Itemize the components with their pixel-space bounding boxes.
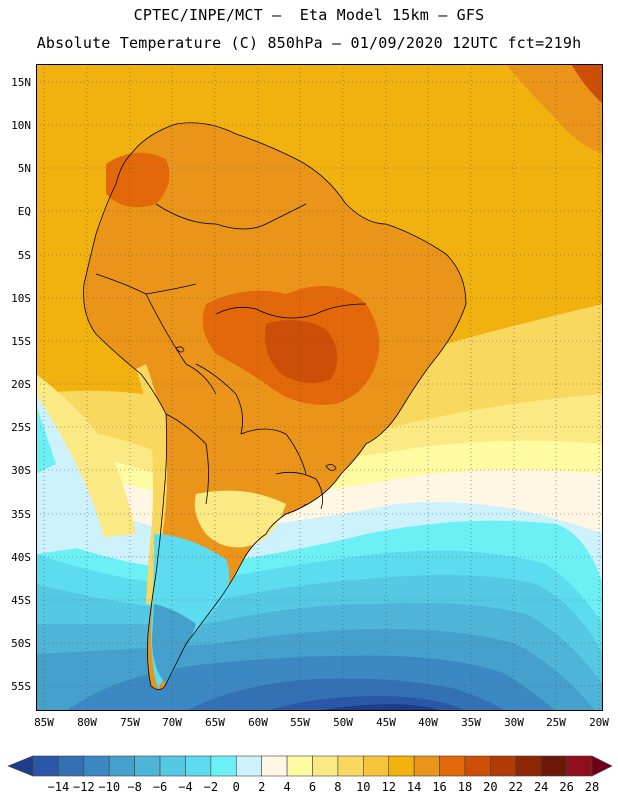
colorbar-box — [464, 755, 491, 777]
colorbar-box — [566, 755, 593, 777]
lon-label: 75W — [120, 716, 140, 729]
lat-label: 15N — [11, 76, 31, 89]
colorbar-label: −14 — [48, 780, 70, 794]
colorbar-label: 8 — [334, 780, 341, 794]
lat-label: 5S — [17, 249, 31, 262]
lat-label: 15S — [11, 335, 31, 348]
lon-label: 70W — [162, 716, 182, 729]
colorbar-box — [540, 755, 567, 777]
lat-label: 50S — [11, 637, 31, 650]
lagoa-dos-patos — [325, 464, 337, 471]
colorbar-label: 24 — [534, 780, 548, 794]
field-west-cool-3 — [36, 404, 56, 474]
colorbar-box — [235, 755, 262, 777]
colorbar-box — [286, 755, 313, 777]
lon-label: 50W — [333, 716, 353, 729]
lon-label: 35W — [461, 716, 481, 729]
colorbar-label: −12 — [73, 780, 95, 794]
colorbar-label: 0 — [233, 780, 240, 794]
colorbar-label: −2 — [204, 780, 218, 794]
field-patagonia-cool-2 — [152, 604, 196, 684]
colorbar-label: 4 — [283, 780, 290, 794]
field-ne-hot — [571, 64, 603, 104]
lat-label: 25S — [11, 421, 31, 434]
colorbar-box — [337, 755, 364, 777]
field-pampas — [194, 490, 286, 548]
lon-label: 30W — [504, 716, 524, 729]
colorbar-box — [32, 755, 59, 777]
colorbar-box — [83, 755, 110, 777]
lat-label: 45S — [11, 594, 31, 607]
lon-label: 65W — [205, 716, 225, 729]
colorbar-label: 22 — [509, 780, 523, 794]
lon-label: 55W — [290, 716, 310, 729]
colorbar: −14 −12 −10 −8 −6 −4 −2 0 2 4 6 8 10 12 14 16 18 20 22 24 26… — [7, 755, 613, 794]
colorbar-box — [210, 755, 237, 777]
field-brazil-hot-2 — [265, 320, 338, 383]
temperature-map — [36, 64, 603, 711]
gridlines — [36, 64, 603, 711]
colorbar-box — [159, 755, 186, 777]
colorbar-max-arrow — [591, 755, 613, 777]
colorbar-box — [388, 755, 415, 777]
lat-label: 5N — [17, 162, 31, 175]
lat-label: 10S — [11, 292, 31, 305]
map-border — [36, 64, 603, 711]
colorbar-box — [413, 755, 440, 777]
lat-label: 20S — [11, 378, 31, 391]
colorbar-label: 12 — [382, 780, 396, 794]
colorbar-label: 26 — [559, 780, 573, 794]
colorbar-box — [439, 755, 466, 777]
lat-label: 40S — [11, 551, 31, 564]
lat-label: 10N — [11, 119, 31, 132]
colorbar-min-arrow — [7, 755, 34, 777]
lon-label: 25W — [546, 716, 566, 729]
colorbar-boxes — [7, 755, 613, 777]
colorbar-box — [490, 755, 517, 777]
colorbar-label: 14 — [407, 780, 421, 794]
lon-label: 60W — [248, 716, 268, 729]
field-blue-7 — [316, 704, 441, 711]
lon-label: 80W — [77, 716, 97, 729]
lon-label: 40W — [418, 716, 438, 729]
colorbar-label: −4 — [178, 780, 192, 794]
colorbar-box — [58, 755, 85, 777]
lat-label: 35S — [11, 508, 31, 521]
lon-label: 45W — [376, 716, 396, 729]
colorbar-box — [185, 755, 212, 777]
colorbar-box — [363, 755, 390, 777]
colorbar-label: −10 — [98, 780, 120, 794]
colorbar-box — [515, 755, 542, 777]
lon-label: 20W — [589, 716, 609, 729]
lake-titicaca — [175, 346, 185, 353]
colorbar-label: 20 — [483, 780, 497, 794]
colorbar-label: 16 — [432, 780, 446, 794]
colorbar-label: 10 — [356, 780, 370, 794]
lat-label: EQ — [17, 205, 31, 218]
colorbar-labels: −14 −12 −10 −8 −6 −4 −2 0 2 4 6 8 10 12 14 16 18 20 22 24 26… — [48, 780, 600, 794]
colorbar-label: 6 — [309, 780, 316, 794]
lat-label: 30S — [11, 464, 31, 477]
lon-label: 85W — [34, 716, 54, 729]
colorbar-box — [312, 755, 339, 777]
map-title-line-1: CPTEC/INPE/MCT – Eta Model 15km – GFS — [133, 6, 485, 24]
lat-label: 55S — [11, 680, 31, 693]
colorbar-label: −8 — [127, 780, 141, 794]
colorbar-box — [108, 755, 135, 777]
colorbar-label: 18 — [458, 780, 472, 794]
colorbar-box — [261, 755, 288, 777]
colorbar-label: −6 — [153, 780, 167, 794]
field-colombia-hot — [106, 152, 170, 208]
colorbar-box — [134, 755, 161, 777]
colorbar-label: 28 — [585, 780, 599, 794]
colorbar-label: 2 — [258, 780, 265, 794]
field-ne-warm — [506, 64, 603, 154]
country-borders — [83, 122, 467, 690]
map-title-line-2: Absolute Temperature (C) 850hPa – 01/09/… — [36, 34, 582, 52]
